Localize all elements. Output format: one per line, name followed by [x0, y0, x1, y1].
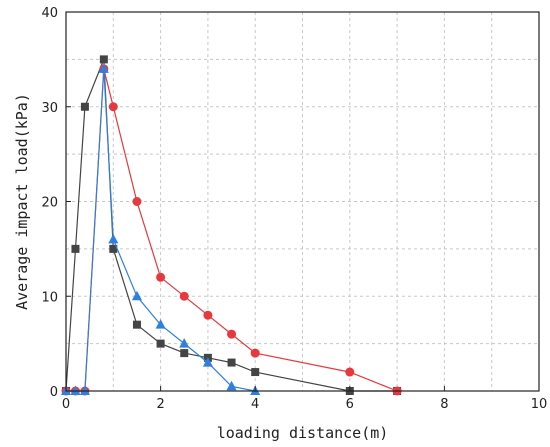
- data-point-circle: [250, 348, 260, 358]
- data-point-triangle: [155, 319, 166, 329]
- y-tick-label: 10: [41, 290, 58, 305]
- data-point-triangle: [79, 385, 90, 395]
- x-tick-label: 2: [156, 397, 164, 412]
- data-point-triangle: [179, 338, 190, 348]
- data-point-square: [99, 55, 108, 64]
- data-point-triangle: [226, 380, 237, 391]
- data-point-square: [227, 358, 236, 367]
- data-point-triangle: [70, 385, 81, 395]
- data-point-circle: [203, 310, 213, 320]
- x-axis-label: loading distance(m): [217, 424, 389, 442]
- y-tick-label: 40: [41, 6, 58, 21]
- data-point-square: [156, 339, 165, 348]
- ticks: 0 2 4 6 8 10 0 10 20 30 40: [41, 6, 547, 412]
- data-point-square: [180, 349, 189, 358]
- x-tick-label: 6: [346, 397, 354, 412]
- series-line: [66, 68, 398, 392]
- data-point-triangle: [202, 357, 213, 367]
- x-tick-label: 10: [531, 397, 548, 412]
- data-point-square: [109, 244, 118, 253]
- data-point-square: [251, 368, 260, 377]
- data-point-circle: [345, 367, 355, 377]
- data-point-square: [71, 244, 80, 253]
- data-point-circle: [179, 291, 189, 301]
- x-tick-label: 0: [62, 397, 70, 412]
- data-point-triangle: [108, 233, 119, 244]
- data-point-circle: [108, 102, 118, 112]
- y-tick-label: 0: [50, 385, 58, 400]
- data-point-circle: [227, 329, 237, 339]
- y-axis-label: Average impact load(kPa): [13, 93, 31, 310]
- data-point-circle: [132, 197, 142, 206]
- grid: [66, 12, 539, 391]
- data-point-square: [80, 102, 89, 111]
- y-tick-label: 30: [41, 101, 58, 116]
- data-point-circle: [156, 272, 166, 282]
- x-tick-label: 4: [251, 397, 259, 412]
- y-tick-label: 20: [41, 196, 58, 211]
- x-tick-label: 8: [440, 397, 448, 412]
- data-point-triangle: [131, 290, 142, 301]
- data-point-square: [132, 320, 141, 329]
- data-point-triangle: [98, 63, 109, 73]
